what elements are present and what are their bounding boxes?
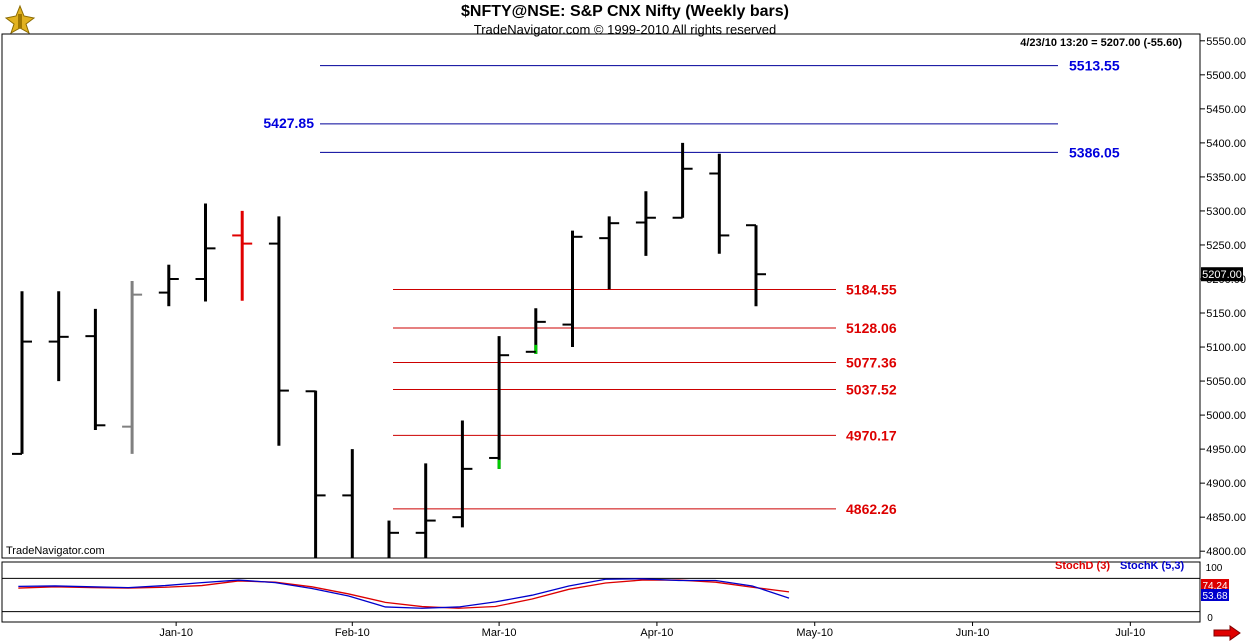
x-tick-label: Mar-10 <box>482 627 517 639</box>
y-tick-label: 5450.00 <box>1206 104 1246 116</box>
y-tick-label: 5250.00 <box>1206 240 1246 252</box>
stochd-line <box>18 579 790 609</box>
stoch-last-label: 53.68 <box>1202 591 1227 602</box>
y-tick-label: 4900.00 <box>1206 478 1246 490</box>
last-price-label: 5207.00 <box>1202 269 1242 281</box>
stoch-last-marker <box>1201 589 1229 601</box>
retracement-level-label: 5037.52 <box>846 382 897 398</box>
y-tick-label: 5050.00 <box>1206 376 1246 388</box>
stoch-tick-label: 0 <box>1207 613 1213 624</box>
price-status-readout: 4/23/10 13:20 = 5207.00 (-55.60) <box>1020 37 1182 49</box>
chart-title: $NFTY@NSE: S&P CNX Nifty (Weekly bars) <box>461 3 789 20</box>
x-tick-label: Jul-10 <box>1115 627 1145 639</box>
stochk-line <box>18 578 790 609</box>
last-price-marker <box>1201 267 1243 282</box>
extension-level-label: 5513.55 <box>1069 58 1120 74</box>
copyright-text: TradeNavigator.com © 1999-2010 All right… <box>473 22 777 37</box>
legend-stochk: StochK (5,3) <box>1120 560 1185 572</box>
legend-stochd: StochD (3) <box>1055 560 1110 572</box>
y-tick-label: 5400.00 <box>1206 138 1246 150</box>
retracement-level-label: 4970.17 <box>846 427 897 443</box>
retracement-level-label: 5128.06 <box>846 320 897 336</box>
y-tick-label: 5300.00 <box>1206 206 1246 218</box>
y-tick-label: 5150.00 <box>1206 308 1246 320</box>
trade-navigator-logo-icon[interactable] <box>4 4 36 34</box>
price-panel-frame <box>1 33 1201 559</box>
extension-level-label: 5386.05 <box>1069 144 1120 160</box>
stoch-last-label: 74.24 <box>1202 581 1227 592</box>
retracement-level-label: 5184.55 <box>846 282 897 298</box>
retracement-level-label: 5077.36 <box>846 354 897 370</box>
x-tick-label: Apr-10 <box>640 627 673 639</box>
watermark-text: TradeNavigator.com <box>6 545 105 557</box>
stoch-tick-label: 100 <box>1206 563 1223 574</box>
y-tick-label: 4850.00 <box>1206 512 1246 524</box>
stoch-panel-frame <box>1 561 1201 623</box>
extension-level-label: 5427.85 <box>263 115 314 131</box>
y-tick-label: 5500.00 <box>1206 70 1246 82</box>
y-tick-label: 4950.00 <box>1206 444 1246 456</box>
y-tick-label: 5550.00 <box>1206 36 1246 48</box>
x-tick-label: Feb-10 <box>335 627 370 639</box>
stoch-last-marker <box>1201 579 1229 591</box>
y-tick-label: 5350.00 <box>1206 172 1246 184</box>
retracement-level-label: 4862.26 <box>846 501 897 517</box>
x-tick-label: Jan-10 <box>159 627 193 639</box>
y-tick-label: 5000.00 <box>1206 410 1246 422</box>
x-tick-label: May-10 <box>796 627 833 639</box>
scroll-right-arrow-icon[interactable] <box>1212 625 1242 641</box>
x-tick-label: Jun-10 <box>956 627 990 639</box>
y-tick-label: 4800.00 <box>1206 546 1246 558</box>
y-tick-label: 5100.00 <box>1206 342 1246 354</box>
